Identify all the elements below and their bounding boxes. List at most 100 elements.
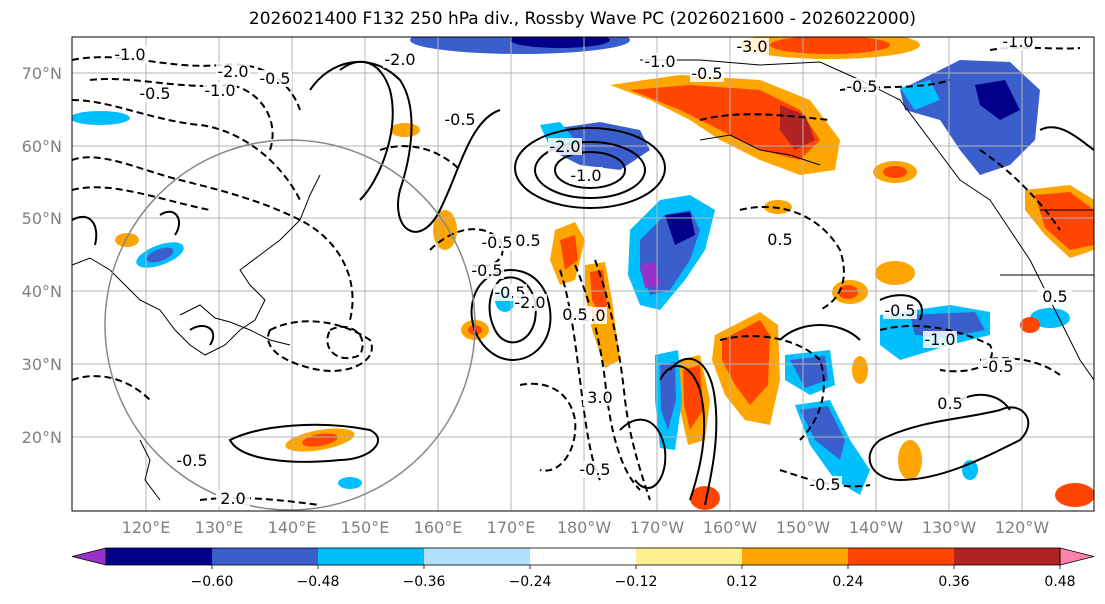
longitude-label: 140°E — [268, 518, 317, 537]
contour-label: -2.0 — [217, 62, 248, 81]
contour-label: -0.5 — [691, 64, 722, 83]
contour-label: 0.5 — [937, 394, 962, 413]
colorbar: −0.60 −0.48 −0.36 −0.24 −0.12 0.12 0.24 0.36 0.4… — [71, 547, 1095, 590]
contour-label: -3.0 — [736, 37, 767, 56]
longitude-label: 130°W — [922, 518, 977, 537]
contour-label: -0.5 — [444, 110, 475, 129]
contour-label: -2.0 — [514, 293, 545, 312]
colorbar-tick-label: 0.48 — [1044, 574, 1075, 590]
colorbar-tick-label: −0.60 — [191, 574, 234, 590]
shade-125w-orange — [1020, 317, 1040, 333]
contour-label: 0.5 — [1042, 287, 1067, 306]
contour-label: -2.0 — [384, 50, 415, 69]
longitude-label: 170°E — [487, 518, 536, 537]
colorbar-tick-label: 0.24 — [832, 574, 863, 590]
contour-label: -0.5 — [809, 475, 840, 494]
contour-label: -1.0 — [644, 52, 675, 71]
longitude-label: 160°W — [703, 518, 758, 537]
shade-130e-blue — [146, 247, 174, 263]
colorbar-segment — [318, 548, 425, 565]
latitude-label: 40°N — [22, 282, 62, 301]
shade-ne-cyan — [900, 80, 940, 110]
colorbar-segment — [636, 548, 743, 565]
shade-coast-red — [1035, 192, 1094, 250]
contour-label: -0.5 — [982, 357, 1013, 376]
contour-label: -0.5 — [579, 460, 610, 479]
shade-130w-orange — [898, 440, 922, 480]
longitude-label: 150°E — [341, 518, 390, 537]
contour-label: -1.0 — [924, 330, 955, 349]
shade-160e-orange — [433, 210, 457, 250]
colorbar-tick-label: −0.36 — [403, 574, 446, 590]
latitude-label: 20°N — [22, 428, 62, 447]
contour-label: 0.5 — [767, 230, 792, 249]
longitude-label: 150°W — [776, 518, 831, 537]
shade-165w-red — [683, 365, 703, 430]
shade-ne-navy — [975, 80, 1020, 120]
colorbar-segment — [424, 548, 531, 565]
shade-120w-cyan — [1030, 308, 1070, 328]
shade-125e-orange — [115, 233, 139, 247]
contour-label: -2.0 — [549, 137, 580, 156]
shade-115w-red — [1055, 483, 1094, 507]
latitude-label: 70°N — [22, 64, 62, 83]
colorbar-segment — [530, 548, 637, 565]
shade-gulf-red — [630, 85, 820, 160]
coastlines — [72, 59, 1094, 501]
colorbar-tick-label: 0.12 — [726, 574, 757, 590]
contour-label: -0.5 — [471, 261, 502, 280]
longitude-label: 130°E — [195, 518, 244, 537]
shade-145e-cyan — [338, 477, 362, 489]
longitude-label: 160°E — [414, 518, 463, 537]
shade-top-red — [770, 37, 890, 54]
colorbar-tick-label: −0.12 — [615, 574, 658, 590]
shade-top-navy — [510, 37, 610, 48]
shade-140w-blue — [800, 406, 845, 460]
contour-label: -0.5 — [884, 301, 915, 320]
contour-label: 0.5 — [515, 231, 540, 250]
shade-135w-orange — [875, 261, 915, 285]
shade-dateline-red-1 — [560, 235, 578, 270]
longitude-label: 120°W — [995, 518, 1050, 537]
shade-lower-blue — [660, 362, 676, 430]
longitude-label: 140°W — [849, 518, 904, 537]
shade-170w-navy — [665, 212, 695, 245]
latitude-label: 50°N — [22, 209, 62, 228]
longitude-axis: 120°E 130°E 140°E 150°E 160°E 170°E 180°W 170°W… — [122, 518, 1050, 537]
colorbar-max-extend — [1059, 547, 1095, 566]
contour-label: -0.5 — [846, 77, 877, 96]
latitude-axis: 70°N 60°N 50°N 40°N 30°N 20°N — [22, 64, 62, 447]
contour-labels: -3.0 -2.0 -1.0 -0.5 -0.5 -1.0 -2.0 -1.0 -0.5 -0.5… — [113, 32, 1072, 508]
divergence-contours — [72, 60, 1094, 506]
longitude-label: 170°W — [630, 518, 685, 537]
contour-label: 3.0 — [587, 388, 612, 407]
negative-contours — [72, 46, 1081, 506]
shade-170w-purple — [640, 262, 660, 288]
longitude-label: 120°E — [122, 518, 171, 537]
contour-label: 2.0 — [220, 489, 245, 508]
shade-120e-cyan — [72, 111, 130, 125]
colorbar-segment — [742, 548, 849, 565]
shade-150w-south-orange — [690, 486, 720, 510]
latitude-label: 30°N — [22, 355, 62, 374]
contour-label: -0.5 — [139, 84, 170, 103]
shade-140w-red — [838, 285, 858, 299]
contour-label: -0.5 — [481, 233, 512, 252]
colorbar-min-extend — [71, 547, 107, 566]
longitude-label: 180°W — [557, 518, 612, 537]
latitude-label: 60°N — [22, 137, 62, 156]
contour-label: -1.0 — [570, 166, 601, 185]
map-border — [71, 36, 1095, 512]
reference-circle — [104, 139, 476, 511]
contour-label: -0.5 — [259, 69, 290, 88]
contour-label: -1.0 — [1002, 32, 1033, 51]
contour-label: 0.5 — [562, 305, 587, 324]
contour-label: -1.0 — [114, 45, 145, 64]
colorbar-segment — [106, 548, 213, 565]
colorbar-segment — [848, 548, 955, 565]
graticule — [72, 37, 1094, 511]
shade-140w-south-orange — [852, 356, 868, 384]
colorbar-tick-label: 0.36 — [938, 574, 969, 590]
colorbar-tick-label: −0.24 — [509, 574, 552, 590]
